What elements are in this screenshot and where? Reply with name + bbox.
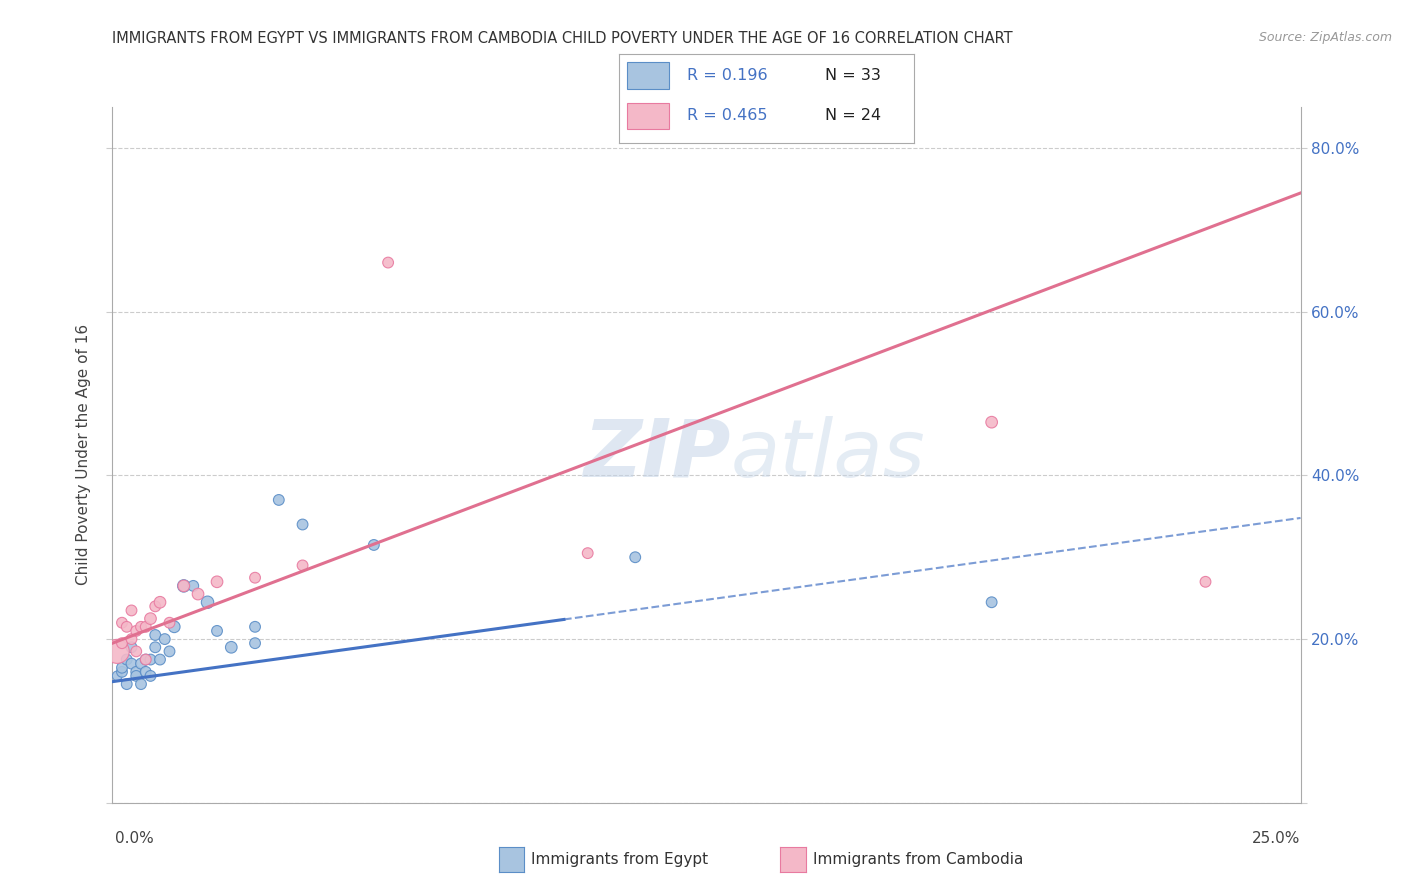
Point bbox=[243, 636, 266, 650]
Point bbox=[135, 620, 157, 634]
Point bbox=[363, 538, 385, 552]
Text: Immigrants from Egypt: Immigrants from Egypt bbox=[531, 853, 709, 867]
Text: N = 33: N = 33 bbox=[825, 69, 882, 83]
Point bbox=[163, 620, 186, 634]
Point bbox=[143, 628, 166, 642]
Point bbox=[135, 665, 157, 679]
Point bbox=[291, 517, 314, 532]
Text: ZIP: ZIP bbox=[583, 416, 730, 494]
Point bbox=[187, 587, 209, 601]
FancyBboxPatch shape bbox=[627, 62, 669, 89]
Text: atlas: atlas bbox=[730, 416, 925, 494]
Point bbox=[105, 669, 128, 683]
Point bbox=[121, 640, 143, 655]
Point bbox=[980, 595, 1002, 609]
Point bbox=[115, 620, 138, 634]
Point bbox=[1194, 574, 1216, 589]
Point bbox=[115, 652, 138, 666]
Point bbox=[125, 624, 148, 638]
Point bbox=[377, 255, 399, 269]
Text: Immigrants from Cambodia: Immigrants from Cambodia bbox=[813, 853, 1024, 867]
Point bbox=[139, 669, 162, 683]
Point bbox=[143, 640, 166, 655]
Point bbox=[205, 574, 228, 589]
Point bbox=[149, 652, 172, 666]
Text: 0.0%: 0.0% bbox=[115, 831, 155, 846]
Point bbox=[159, 615, 181, 630]
Point bbox=[576, 546, 599, 560]
Point bbox=[173, 579, 195, 593]
Point bbox=[143, 599, 166, 614]
Point bbox=[125, 669, 148, 683]
FancyBboxPatch shape bbox=[627, 103, 669, 129]
Text: IMMIGRANTS FROM EGYPT VS IMMIGRANTS FROM CAMBODIA CHILD POVERTY UNDER THE AGE OF: IMMIGRANTS FROM EGYPT VS IMMIGRANTS FROM… bbox=[112, 31, 1014, 46]
Point bbox=[105, 644, 128, 658]
Point bbox=[243, 620, 266, 634]
Text: Source: ZipAtlas.com: Source: ZipAtlas.com bbox=[1258, 31, 1392, 45]
Point bbox=[139, 612, 162, 626]
Point bbox=[135, 652, 157, 666]
Point bbox=[149, 595, 172, 609]
Point bbox=[980, 415, 1002, 429]
Y-axis label: Child Poverty Under the Age of 16: Child Poverty Under the Age of 16 bbox=[76, 325, 91, 585]
Point bbox=[125, 644, 148, 658]
Point bbox=[121, 632, 143, 646]
Point bbox=[181, 579, 204, 593]
Point bbox=[111, 615, 134, 630]
Point bbox=[111, 665, 134, 679]
Point bbox=[129, 620, 152, 634]
Point bbox=[111, 661, 134, 675]
Text: 25.0%: 25.0% bbox=[1253, 831, 1301, 846]
Point bbox=[197, 595, 219, 609]
Point bbox=[139, 652, 162, 666]
Point bbox=[135, 652, 157, 666]
Point bbox=[243, 571, 266, 585]
Point bbox=[121, 603, 143, 617]
Point bbox=[111, 636, 134, 650]
Point bbox=[267, 492, 290, 507]
Point bbox=[125, 665, 148, 679]
Text: R = 0.196: R = 0.196 bbox=[686, 69, 768, 83]
Point bbox=[129, 677, 152, 691]
Point bbox=[129, 657, 152, 671]
Point bbox=[159, 644, 181, 658]
Point bbox=[115, 677, 138, 691]
Point bbox=[291, 558, 314, 573]
Text: N = 24: N = 24 bbox=[825, 109, 882, 123]
Point bbox=[121, 657, 143, 671]
Point bbox=[219, 640, 243, 655]
Point bbox=[205, 624, 228, 638]
Point bbox=[624, 550, 647, 565]
Point bbox=[153, 632, 176, 646]
Point bbox=[173, 579, 195, 593]
Text: R = 0.465: R = 0.465 bbox=[686, 109, 768, 123]
